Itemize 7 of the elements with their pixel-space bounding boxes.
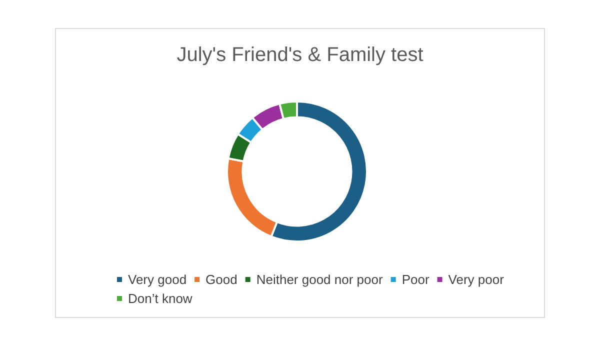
chart-title: July's Friend's & Family test: [176, 44, 424, 66]
legend-label: Very good: [128, 272, 187, 287]
legend-label: Don’t know: [128, 291, 193, 306]
legend-label: Poor: [402, 272, 430, 287]
legend-label: Very poor: [448, 272, 505, 287]
legend-label: Good: [206, 272, 238, 287]
legend-label: Neither good nor poor: [256, 272, 384, 287]
